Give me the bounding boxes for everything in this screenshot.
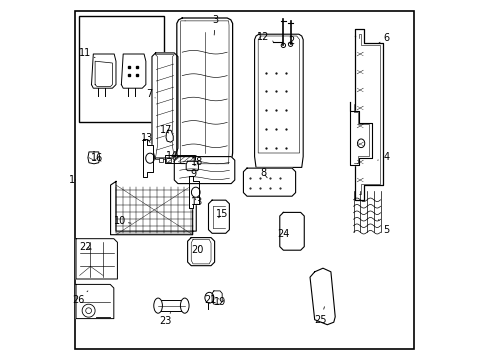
- Text: 5: 5: [378, 220, 389, 235]
- Polygon shape: [121, 54, 145, 88]
- Text: 8: 8: [260, 168, 267, 178]
- Polygon shape: [166, 130, 173, 142]
- Polygon shape: [309, 268, 335, 325]
- Text: 24: 24: [277, 229, 289, 239]
- Polygon shape: [208, 200, 229, 233]
- Polygon shape: [110, 181, 196, 235]
- Polygon shape: [142, 139, 153, 177]
- Text: 13: 13: [190, 197, 203, 207]
- Text: 4: 4: [377, 152, 389, 162]
- Ellipse shape: [204, 292, 213, 303]
- Polygon shape: [279, 212, 304, 250]
- Text: 20: 20: [190, 245, 203, 255]
- Ellipse shape: [180, 298, 189, 313]
- Polygon shape: [88, 152, 100, 164]
- Text: 6: 6: [378, 33, 388, 43]
- Polygon shape: [186, 161, 198, 171]
- Text: 15: 15: [216, 209, 228, 219]
- Text: 26: 26: [73, 291, 88, 305]
- Text: 17: 17: [160, 125, 172, 135]
- Bar: [166, 158, 170, 162]
- Bar: [164, 155, 195, 163]
- Polygon shape: [177, 18, 232, 167]
- Bar: [158, 300, 184, 311]
- Text: 12: 12: [257, 32, 273, 42]
- Polygon shape: [91, 54, 116, 88]
- Text: 13: 13: [140, 132, 152, 143]
- Polygon shape: [243, 168, 295, 196]
- Polygon shape: [76, 284, 114, 319]
- Bar: [159, 158, 163, 162]
- Polygon shape: [254, 34, 303, 167]
- Text: 23: 23: [159, 312, 171, 326]
- Polygon shape: [174, 157, 234, 184]
- Polygon shape: [349, 102, 371, 165]
- Polygon shape: [76, 239, 117, 279]
- Polygon shape: [212, 291, 222, 304]
- Polygon shape: [152, 53, 178, 159]
- Text: 7: 7: [146, 89, 155, 99]
- Text: 21: 21: [203, 294, 216, 305]
- Text: 9: 9: [190, 166, 196, 179]
- Text: 19: 19: [213, 297, 225, 307]
- Text: 14: 14: [165, 150, 178, 161]
- Text: 18: 18: [190, 157, 203, 167]
- Text: 11: 11: [79, 48, 95, 58]
- Text: 16: 16: [91, 153, 103, 163]
- Text: 10: 10: [113, 216, 131, 226]
- Text: 3: 3: [212, 15, 218, 35]
- Text: 1: 1: [69, 175, 75, 185]
- Ellipse shape: [153, 298, 162, 313]
- Bar: [79, 16, 163, 122]
- Text: 22: 22: [79, 242, 91, 252]
- Polygon shape: [355, 29, 383, 200]
- Polygon shape: [187, 238, 214, 266]
- Polygon shape: [188, 176, 199, 208]
- Text: 2: 2: [287, 36, 294, 46]
- Text: 25: 25: [314, 307, 326, 325]
